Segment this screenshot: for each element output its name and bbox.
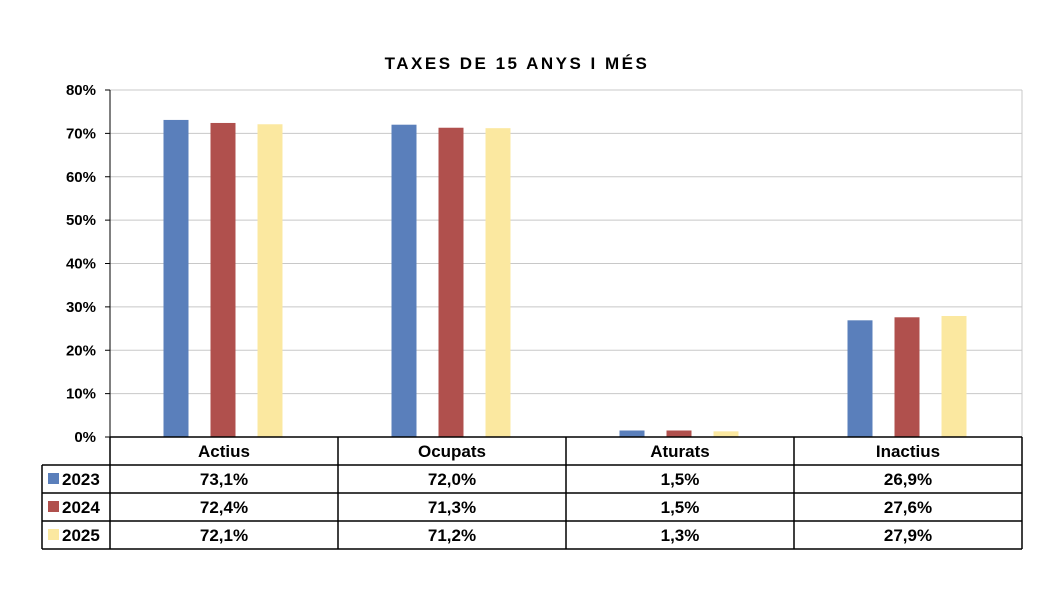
bar — [894, 317, 920, 437]
category-label: Ocupats — [418, 442, 486, 461]
data-label: 72,1% — [200, 526, 248, 545]
data-label: 72,4% — [200, 498, 248, 517]
y-tick-label: 30% — [66, 299, 96, 316]
data-label: 73,1% — [200, 470, 248, 489]
data-label: 1,5% — [661, 470, 700, 489]
y-tick-label: 80% — [66, 82, 96, 99]
data-table: Actius Ocupats Aturats Inactius 2023 73,1% 72,… — [41, 436, 1023, 550]
data-label: 1,3% — [661, 526, 700, 545]
bar — [713, 431, 739, 437]
legend-swatch — [48, 473, 59, 484]
legend-swatch — [48, 529, 59, 540]
bar — [391, 124, 417, 437]
data-label: 27,6% — [884, 498, 932, 517]
category-label: Actius — [198, 442, 250, 461]
data-label: 26,9% — [884, 470, 932, 489]
y-axis: 0% 10% 20% 30% 40% 50% 60% 70% 80% — [66, 82, 111, 446]
y-tick-label: 10% — [66, 386, 96, 403]
bar — [485, 128, 511, 438]
data-label: 71,2% — [428, 526, 476, 545]
y-tick-label: 0% — [74, 429, 96, 446]
legend-label: 2024 — [62, 498, 100, 517]
legend-swatch — [48, 501, 59, 512]
legend-label: 2025 — [62, 526, 100, 545]
bar — [438, 127, 464, 437]
bar — [163, 119, 189, 438]
data-label: 72,0% — [428, 470, 476, 489]
data-label: 27,9% — [884, 526, 932, 545]
y-tick-label: 70% — [66, 125, 96, 142]
y-tick-label: 20% — [66, 342, 96, 359]
category-label: Inactius — [876, 442, 940, 461]
bar — [257, 124, 283, 438]
data-label: 1,5% — [661, 498, 700, 517]
bar — [666, 430, 692, 437]
bars — [163, 119, 967, 438]
bar — [210, 122, 236, 437]
bar — [619, 430, 645, 437]
chart-title: TAXES DE 15 ANYS I MÉS — [385, 54, 650, 73]
legend-label: 2023 — [62, 470, 100, 489]
y-tick-label: 40% — [66, 256, 96, 273]
bar — [941, 315, 967, 437]
bar — [847, 320, 873, 437]
y-tick-label: 50% — [66, 212, 96, 229]
grid — [110, 89, 1023, 437]
category-label: Aturats — [650, 442, 710, 461]
data-label: 71,3% — [428, 498, 476, 517]
y-tick-label: 60% — [66, 169, 96, 186]
